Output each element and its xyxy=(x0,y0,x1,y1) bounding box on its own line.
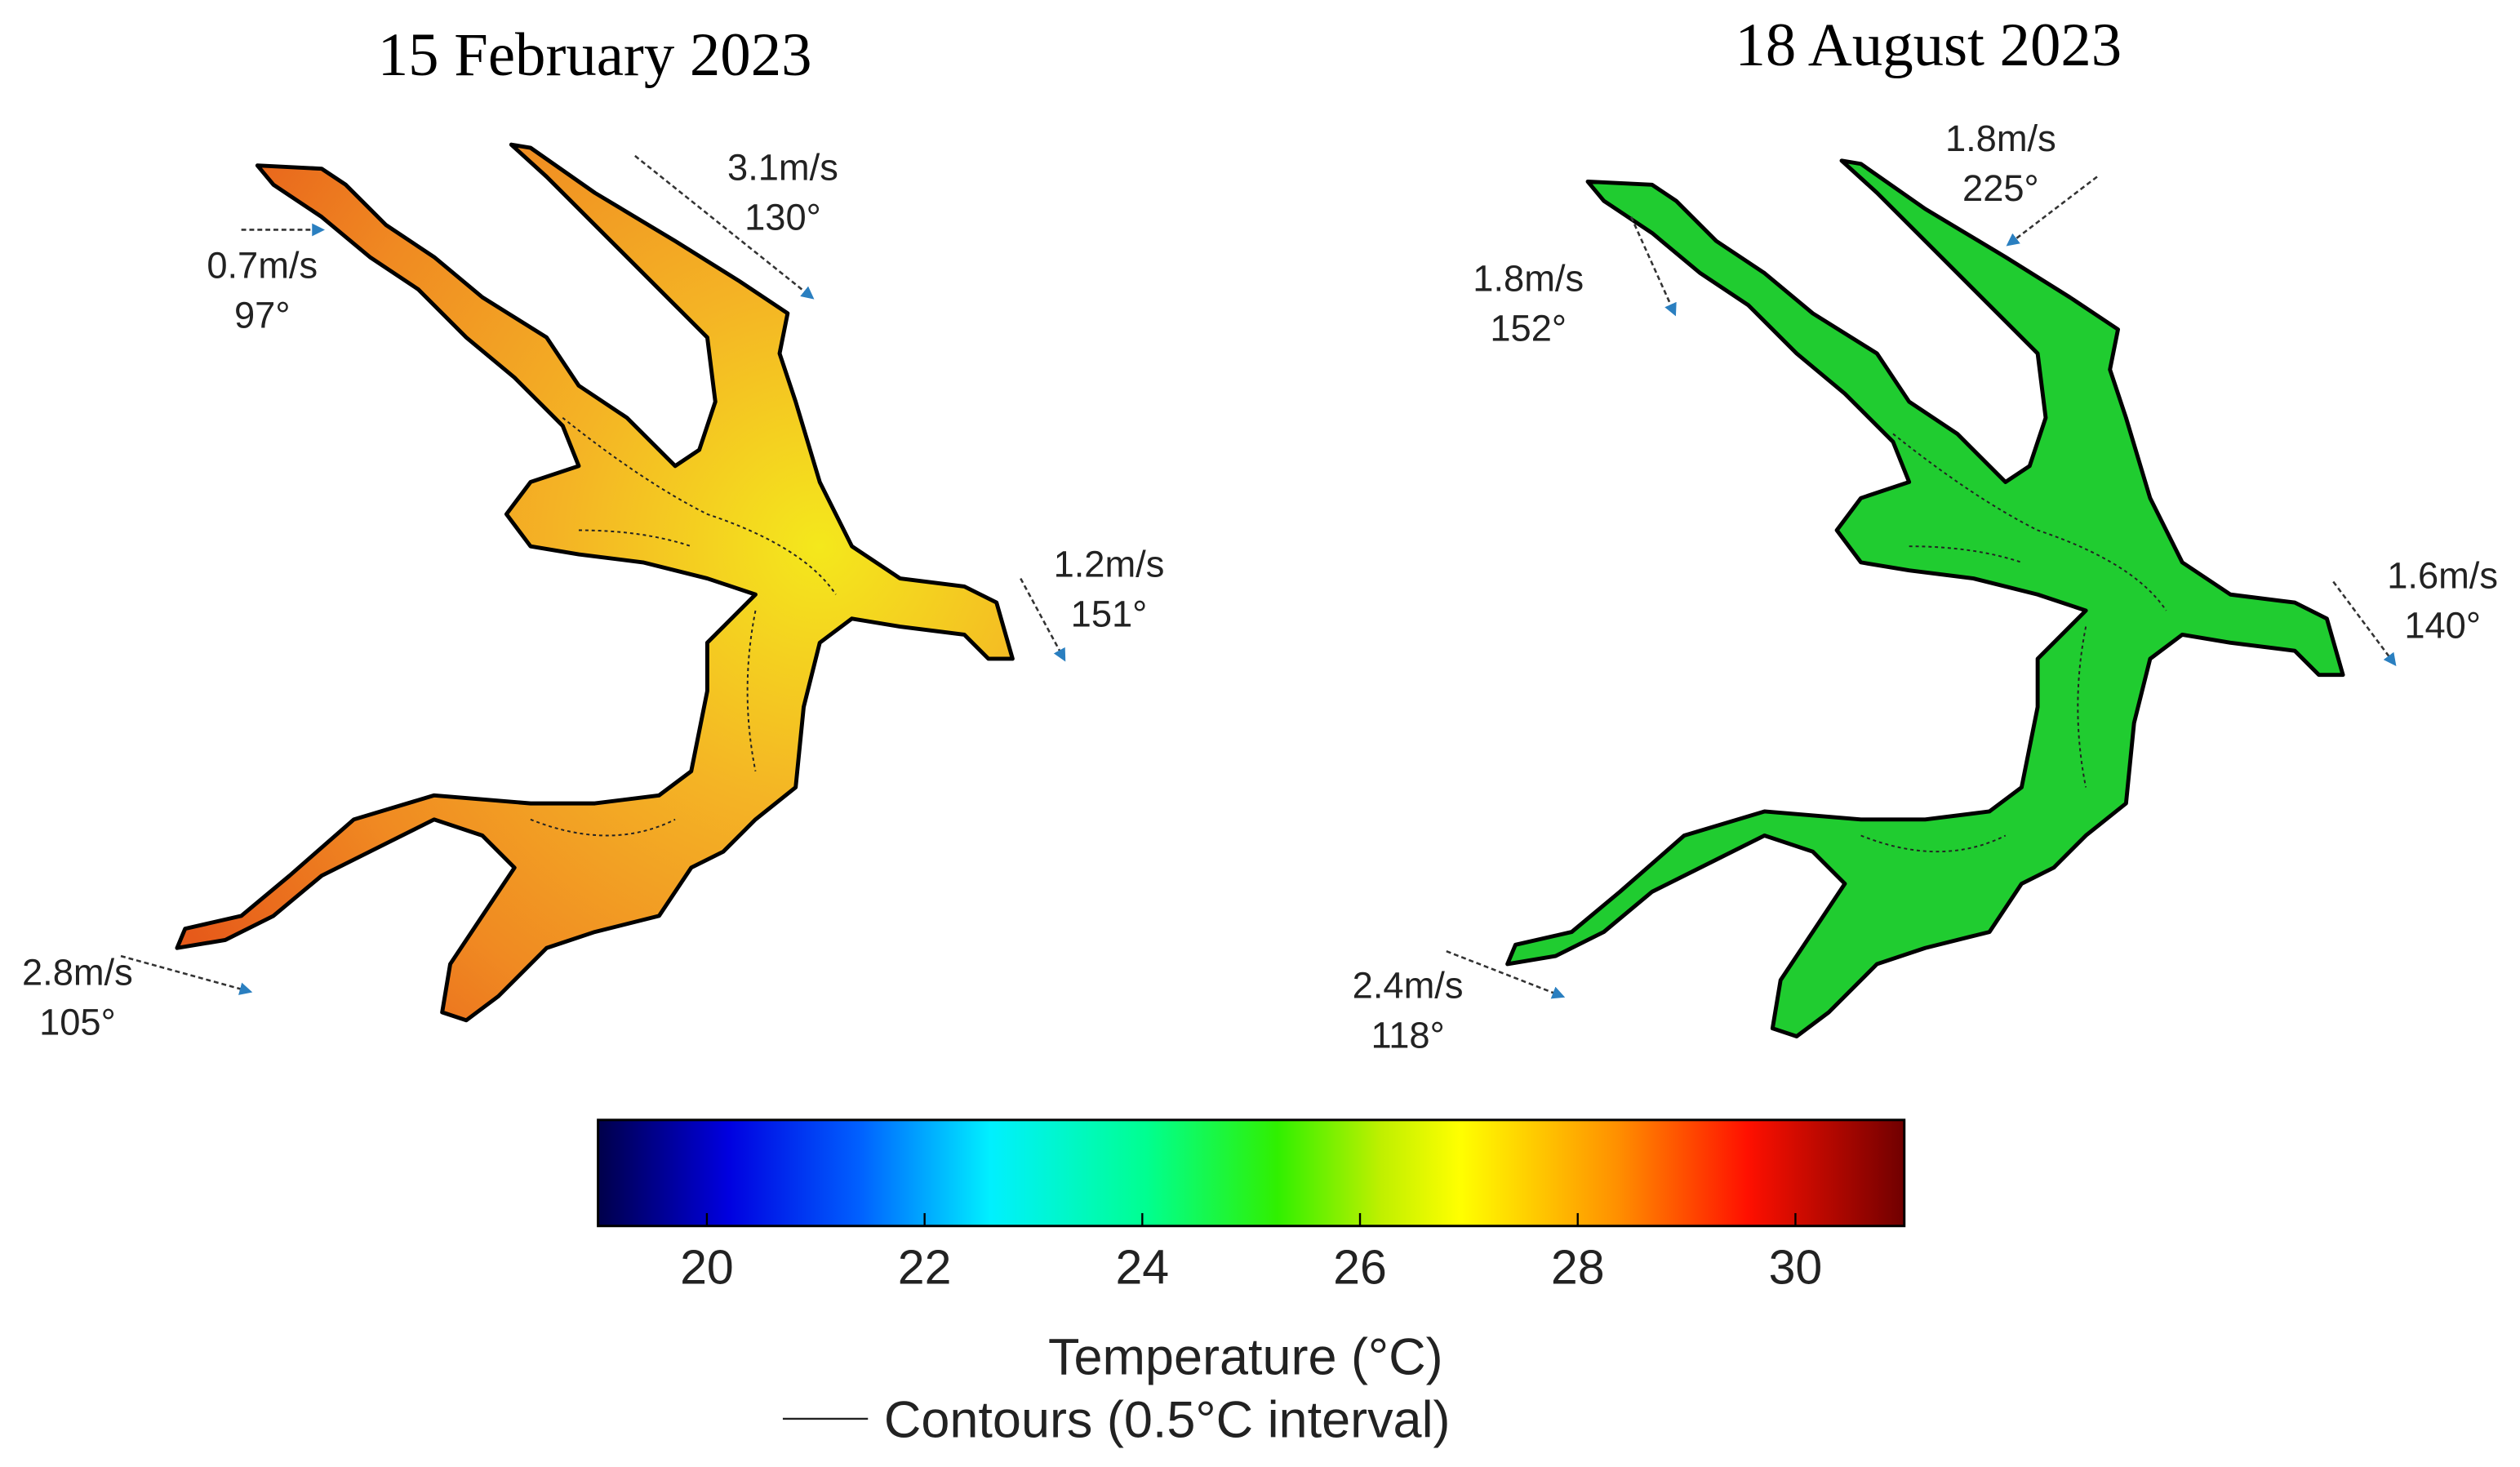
tick-label: 28 xyxy=(1551,1240,1605,1294)
tick-label: 20 xyxy=(680,1240,734,1294)
tick-label: 30 xyxy=(1769,1240,1823,1294)
colorbar-label: Temperature (°C) xyxy=(1048,1329,1443,1386)
wind-direction: 225° xyxy=(1962,167,2039,209)
panel-title: 18 August 2023 xyxy=(1735,11,2122,79)
wind-direction: 152° xyxy=(1490,307,1567,349)
wind-arrow xyxy=(634,154,815,300)
wind-speed: 1.8m/s xyxy=(1945,118,2056,159)
wind-speed: 0.7m/s xyxy=(207,245,318,287)
wind-direction: 105° xyxy=(39,1002,116,1043)
wind-arrow xyxy=(1020,577,1066,662)
wind-direction: 151° xyxy=(1071,593,1148,635)
wind-arrow xyxy=(1629,216,1677,317)
wind-arrow xyxy=(1446,950,1566,999)
legend-text: Contours (0.5°C interval) xyxy=(884,1391,1451,1448)
wind-direction: 140° xyxy=(2404,605,2481,647)
wind-annotations: 0.7m/s 97° 3.1m/s 130° 1.2m/s 151° 2.8m/s 105° 1… xyxy=(22,118,2498,1056)
wind-arrow xyxy=(2332,580,2397,667)
colorbar-ticks: 20 22 24 26 28 30 xyxy=(680,1213,1822,1294)
panel-aug xyxy=(1508,161,2343,1037)
wind-speed: 2.8m/s xyxy=(22,952,133,994)
tick-label: 26 xyxy=(1333,1240,1387,1294)
wind-arrow xyxy=(120,954,253,995)
lake-map xyxy=(1508,161,2343,1037)
panel-title: 15 February 2023 xyxy=(378,21,812,89)
wind-speed: 2.4m/s xyxy=(1353,964,1464,1006)
wind-speed: 1.8m/s xyxy=(1473,257,1584,299)
wind-direction: 97° xyxy=(234,295,290,336)
wind-direction: 118° xyxy=(1371,1014,1444,1056)
tick-label: 24 xyxy=(1115,1240,1169,1294)
wind-arrow xyxy=(2006,176,2098,247)
wind-speed: 1.2m/s xyxy=(1054,544,1165,585)
wind-direction: 130° xyxy=(744,197,821,238)
wind-speed: 3.1m/s xyxy=(727,147,838,189)
wind-speed: 1.6m/s xyxy=(2387,555,2498,597)
tick-label: 22 xyxy=(898,1240,952,1294)
colorbar xyxy=(597,1118,1906,1228)
